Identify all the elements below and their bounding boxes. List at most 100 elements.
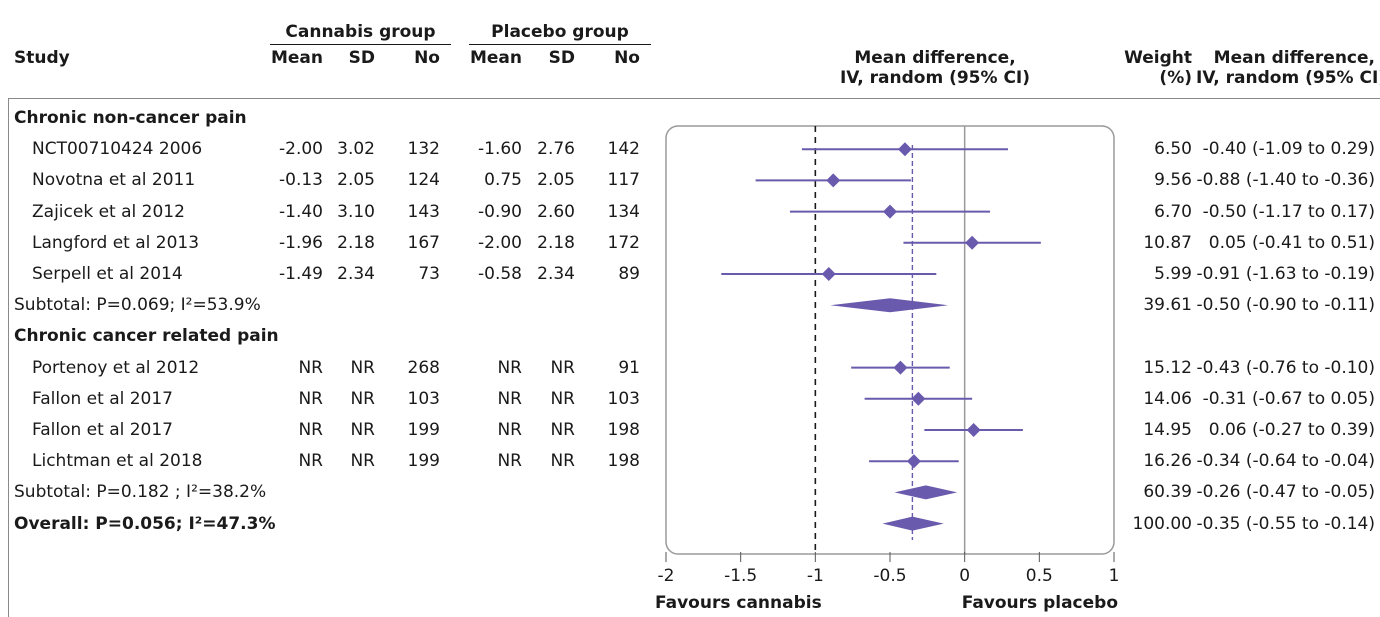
subtotal-label: Subtotal: P=0.182 ; I²=38.2% [14, 482, 267, 503]
pooled-diamond [882, 516, 944, 531]
cell-p-sd: NR [550, 357, 575, 378]
weight-cell: 60.39 [1143, 482, 1192, 503]
cell-c-mean: -2.00 [279, 139, 323, 160]
cell-c-mean: NR [298, 388, 323, 409]
axis-tick-label: -2 [658, 566, 675, 586]
axis-tick-label: -1 [807, 566, 824, 586]
md-header-line2: IV, random (95% CI) [1196, 68, 1380, 88]
cell-c-sd: 2.34 [337, 264, 375, 284]
placebo-mean-header: Mean [469, 48, 522, 68]
ci-cell: -0.43 (-0.76 to -0.10) [1196, 357, 1376, 378]
weight-cell: 14.06 [1143, 388, 1192, 409]
cell-c-mean: NR [298, 420, 323, 440]
cell-p-sd: NR [550, 388, 575, 409]
plot-header-line2: IV, random (95% CI) [839, 68, 1031, 88]
point-estimate-marker [897, 142, 912, 157]
cell-c-no: 73 [418, 264, 440, 284]
cell-p-sd: NR [550, 420, 575, 440]
weight-cell: 16.26 [1143, 451, 1192, 472]
cell-p-sd: NR [550, 451, 575, 472]
header-divider [8, 98, 1380, 99]
cannabis-group-underline [270, 44, 451, 45]
study-label: Fallon et al 2017 [32, 388, 173, 409]
ci-cell: -0.40 (-1.09 to 0.29) [1202, 139, 1375, 160]
point-estimate-marker [893, 360, 908, 375]
weight-cell: 15.12 [1143, 357, 1192, 378]
axis-tick-label: 1 [1109, 566, 1120, 586]
favours-cannabis-label: Favours cannabis [655, 593, 822, 613]
placebo-group-header: Placebo group [491, 22, 629, 42]
cell-c-sd: NR [350, 451, 375, 472]
overall-label: Overall: P=0.056; I²=47.3% [14, 513, 276, 534]
cell-c-no: 199 [407, 420, 440, 440]
study-label: Langford et al 2013 [32, 232, 200, 253]
cell-p-mean: NR [497, 420, 522, 440]
pooled-diamond [894, 485, 958, 500]
cell-p-no: 103 [607, 388, 640, 409]
cell-c-sd: NR [350, 357, 375, 378]
ci-cell: -0.34 (-0.64 to -0.04) [1196, 451, 1376, 472]
axis-tick-label: 0 [959, 566, 970, 586]
point-estimate-marker [906, 454, 921, 469]
ci-cell: -0.91 (-1.63 to -0.19) [1196, 264, 1376, 284]
weight-cell: 6.50 [1154, 139, 1192, 160]
point-estimate-marker [966, 423, 981, 437]
axis-tick-label: 0.5 [1026, 566, 1053, 586]
ci-cell: -0.88 (-1.40 to -0.36) [1196, 170, 1376, 191]
weight-cell: 100.00 [1132, 513, 1192, 534]
cannabis-sd-header: SD [348, 48, 375, 68]
cell-c-no: 199 [407, 451, 440, 472]
ci-cell: -0.31 (-0.67 to 0.05) [1202, 388, 1375, 409]
cell-p-no: 89 [618, 264, 640, 284]
study-column-header: Study [14, 48, 70, 68]
cell-c-sd: NR [350, 388, 375, 409]
placebo-group-underline [469, 44, 651, 45]
weight-cell: 9.56 [1154, 170, 1192, 191]
weight-cell: 10.87 [1143, 232, 1192, 253]
cannabis-group-header: Cannabis group [285, 22, 436, 42]
study-label: Novotna et al 2011 [32, 170, 196, 191]
cell-p-sd: 2.05 [537, 170, 575, 191]
cell-c-no: 132 [407, 139, 440, 160]
study-label: Fallon et al 2017 [32, 420, 173, 440]
section-label: Chronic non-cancer pain [14, 108, 247, 128]
cell-c-no: 103 [407, 388, 440, 409]
cell-p-no: 142 [607, 139, 640, 160]
cell-p-mean: NR [497, 451, 522, 472]
cell-p-sd: 2.76 [537, 139, 575, 160]
cell-c-sd: 2.05 [337, 170, 375, 191]
study-label: Portenoy et al 2012 [32, 357, 200, 378]
weight-cell: 39.61 [1143, 295, 1192, 316]
ci-cell: 0.05 (-0.41 to 0.51) [1208, 232, 1375, 253]
ci-cell: -0.50 (-0.90 to -0.11) [1196, 295, 1376, 316]
cell-p-mean: -0.90 [478, 201, 522, 222]
table-left-border [8, 98, 9, 617]
md-header-line1: Mean difference, [1213, 48, 1375, 68]
ci-cell: 0.06 (-0.27 to 0.39) [1208, 420, 1375, 440]
cell-p-mean: 0.75 [484, 170, 522, 191]
cell-c-sd: 2.18 [337, 232, 375, 253]
placebo-no-header: No [614, 48, 640, 68]
cannabis-mean-header: Mean [270, 48, 323, 68]
point-estimate-marker [965, 235, 980, 250]
favours-placebo-label: Favours placebo [962, 593, 1118, 613]
cell-c-mean: -1.96 [279, 232, 323, 253]
axis-tick-label: -1.5 [724, 566, 757, 586]
pooled-diamond [830, 298, 949, 313]
cell-c-sd: NR [350, 420, 375, 440]
cell-p-no: 172 [607, 232, 640, 253]
cell-c-no: 268 [407, 357, 440, 378]
cell-c-no: 124 [407, 170, 440, 191]
weight-header-line2: (%) [1159, 68, 1192, 88]
cell-p-sd: 2.60 [537, 201, 575, 222]
cell-c-mean: NR [298, 451, 323, 472]
study-label: Lichtman et al 2018 [32, 451, 203, 472]
study-label: Zajicek et al 2012 [32, 201, 185, 222]
cell-p-mean: NR [497, 388, 522, 409]
cell-p-no: 91 [618, 357, 640, 378]
cell-c-mean: -1.49 [279, 264, 323, 284]
cell-c-mean: NR [298, 357, 323, 378]
ci-cell: -0.35 (-0.55 to -0.14) [1196, 513, 1376, 534]
cell-p-sd: 2.34 [537, 264, 575, 284]
